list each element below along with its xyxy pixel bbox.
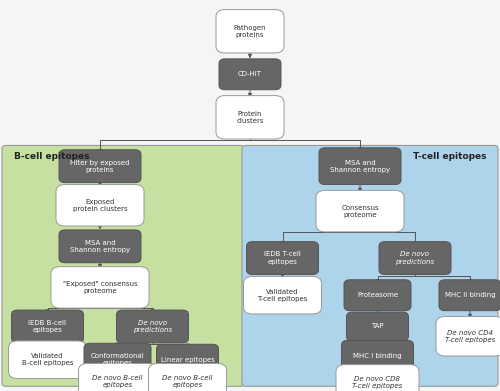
Text: TAP: TAP	[371, 323, 384, 330]
Text: Pathogen
proteins: Pathogen proteins	[234, 25, 266, 38]
FancyBboxPatch shape	[244, 276, 322, 314]
Text: De novo B-cell
epitopes: De novo B-cell epitopes	[162, 375, 213, 388]
FancyBboxPatch shape	[51, 267, 149, 308]
FancyBboxPatch shape	[2, 145, 244, 386]
FancyBboxPatch shape	[56, 185, 144, 226]
FancyBboxPatch shape	[216, 96, 284, 139]
FancyBboxPatch shape	[84, 343, 151, 376]
Text: Validated
T-cell epitopes: Validated T-cell epitopes	[258, 289, 308, 302]
Text: Validated
B-cell epitopes: Validated B-cell epitopes	[22, 353, 73, 366]
FancyBboxPatch shape	[436, 317, 500, 356]
Text: "Exposed" consensus
proteome: "Exposed" consensus proteome	[62, 281, 138, 294]
FancyBboxPatch shape	[8, 341, 86, 378]
Text: IEDB B-cell
epitopes: IEDB B-cell epitopes	[28, 320, 66, 333]
Text: Consensus
proteome: Consensus proteome	[341, 204, 379, 218]
FancyBboxPatch shape	[346, 312, 408, 341]
FancyBboxPatch shape	[319, 148, 401, 185]
FancyBboxPatch shape	[12, 310, 84, 343]
FancyBboxPatch shape	[116, 310, 188, 343]
Text: Exposed
protein clusters: Exposed protein clusters	[72, 199, 128, 212]
Text: Linear epitopes: Linear epitopes	[160, 357, 214, 363]
FancyBboxPatch shape	[344, 280, 411, 310]
FancyBboxPatch shape	[219, 59, 281, 90]
Text: B-cell epitopes: B-cell epitopes	[14, 152, 89, 161]
FancyBboxPatch shape	[316, 190, 404, 232]
Text: IEDB T-cell
epitopes: IEDB T-cell epitopes	[264, 251, 301, 265]
Text: De novo
predictions: De novo predictions	[396, 251, 434, 265]
FancyBboxPatch shape	[439, 280, 500, 310]
FancyBboxPatch shape	[59, 230, 141, 263]
Text: De novo B-cell
epitopes: De novo B-cell epitopes	[92, 375, 143, 388]
Text: De novo
predictions: De novo predictions	[133, 320, 172, 333]
Text: MSA and
Shannon entropy: MSA and Shannon entropy	[330, 160, 390, 173]
Text: De novo CD4
T-cell epitopes: De novo CD4 T-cell epitopes	[445, 330, 495, 343]
Text: Protein
clusters: Protein clusters	[236, 111, 264, 124]
Text: MSA and
Shannon entropy: MSA and Shannon entropy	[70, 240, 130, 253]
Text: Conformational
epitopes: Conformational epitopes	[90, 353, 144, 366]
FancyBboxPatch shape	[148, 364, 226, 391]
FancyBboxPatch shape	[336, 364, 419, 391]
Text: Filter by exposed
proteins: Filter by exposed proteins	[70, 160, 130, 173]
Text: T-cell epitopes: T-cell epitopes	[413, 152, 486, 161]
Text: MHC I binding: MHC I binding	[353, 353, 402, 359]
Text: MHC II binding: MHC II binding	[444, 292, 496, 298]
Text: De novo CD8
T-cell epitopes: De novo CD8 T-cell epitopes	[352, 376, 403, 389]
FancyBboxPatch shape	[216, 9, 284, 53]
FancyBboxPatch shape	[342, 340, 413, 371]
FancyBboxPatch shape	[59, 150, 141, 183]
FancyBboxPatch shape	[242, 145, 498, 386]
FancyBboxPatch shape	[246, 242, 318, 274]
FancyBboxPatch shape	[78, 364, 156, 391]
FancyBboxPatch shape	[156, 344, 218, 375]
Text: Proteasome: Proteasome	[357, 292, 398, 298]
FancyBboxPatch shape	[379, 242, 451, 274]
Text: CD-HIT: CD-HIT	[238, 71, 262, 77]
